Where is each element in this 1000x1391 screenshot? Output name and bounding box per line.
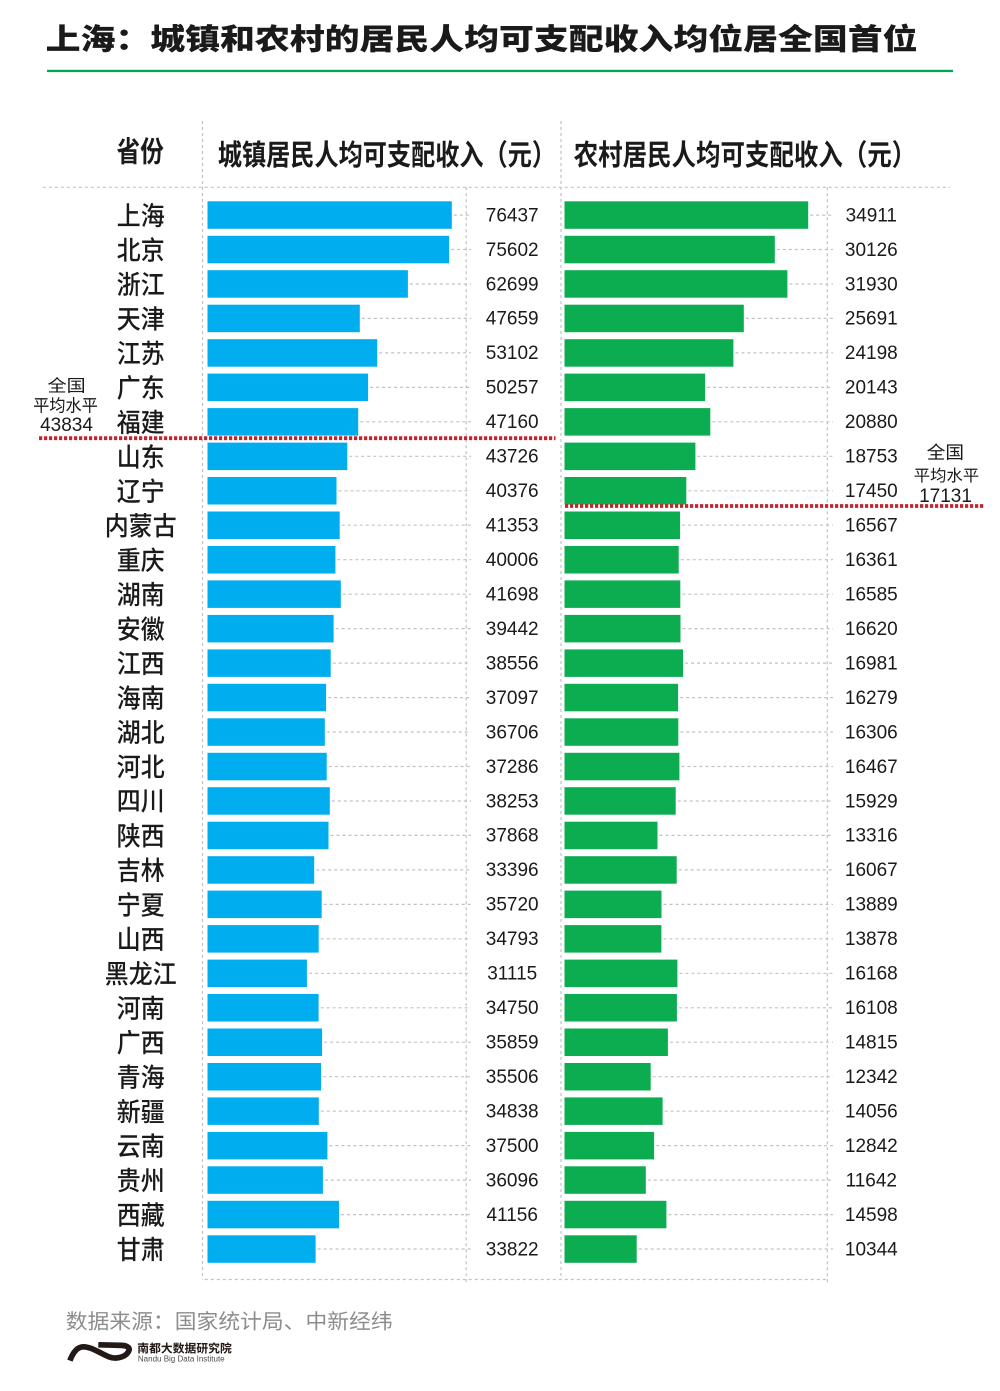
svg-text:14815: 14815 [845,1033,898,1054]
svg-text:40376: 40376 [486,481,539,502]
svg-text:16467: 16467 [845,757,898,778]
svg-text:16067: 16067 [845,860,898,881]
svg-text:41353: 41353 [486,516,539,537]
svg-text:37286: 37286 [486,757,539,778]
svg-text:33396: 33396 [486,860,539,881]
svg-text:30126: 30126 [845,240,898,261]
svg-text:16168: 16168 [845,964,898,985]
svg-text:18753: 18753 [845,447,898,468]
svg-text:76437: 76437 [486,205,539,226]
svg-text:41156: 41156 [486,1205,537,1226]
svg-text:34750: 34750 [486,998,539,1019]
svg-text:25691: 25691 [845,309,898,330]
svg-text:47160: 47160 [486,412,539,433]
svg-text:12842: 12842 [845,1136,898,1157]
svg-text:16361: 16361 [845,550,898,571]
svg-text:62699: 62699 [486,274,539,295]
svg-text:17131: 17131 [919,486,972,507]
svg-text:13889: 13889 [845,895,898,916]
svg-text:16306: 16306 [845,722,898,743]
svg-text:36096: 36096 [486,1170,539,1191]
svg-text:16279: 16279 [845,688,898,709]
svg-text:38556: 38556 [486,653,539,674]
svg-text:13878: 13878 [845,929,898,950]
svg-text:36706: 36706 [486,722,539,743]
svg-text:11642: 11642 [846,1170,897,1191]
svg-text:16585: 16585 [845,585,898,606]
svg-text:41698: 41698 [486,585,539,606]
svg-text:16620: 16620 [845,619,898,640]
svg-text:34911: 34911 [846,205,897,226]
svg-text:Nandu Big Data Institute: Nandu Big Data Institute [138,1354,225,1363]
svg-text:20880: 20880 [845,412,898,433]
svg-text:34793: 34793 [486,929,539,950]
svg-text:31930: 31930 [845,274,898,295]
svg-text:15929: 15929 [845,791,898,812]
svg-text:17450: 17450 [845,481,898,502]
svg-text:33822: 33822 [486,1239,539,1260]
svg-text:37097: 37097 [486,688,539,709]
svg-text:35859: 35859 [486,1033,539,1054]
svg-text:24198: 24198 [845,343,898,364]
svg-text:37868: 37868 [486,826,539,847]
svg-text:16108: 16108 [845,998,898,1019]
svg-text:50257: 50257 [486,378,539,399]
svg-text:14598: 14598 [845,1205,898,1226]
svg-text:40006: 40006 [486,550,539,571]
svg-text:35506: 35506 [486,1067,539,1088]
svg-text:12342: 12342 [845,1067,898,1088]
svg-text:43726: 43726 [486,447,539,468]
svg-text:34838: 34838 [486,1102,539,1123]
svg-text:10344: 10344 [845,1239,898,1260]
svg-text:20143: 20143 [845,378,898,399]
svg-text:39442: 39442 [486,619,539,640]
svg-text:31115: 31115 [487,964,537,985]
svg-text:75602: 75602 [486,240,539,261]
svg-text:13316: 13316 [845,826,898,847]
svg-text:38253: 38253 [486,791,539,812]
svg-text:16981: 16981 [845,653,898,674]
svg-text:37500: 37500 [486,1136,539,1157]
svg-text:16567: 16567 [845,516,898,537]
svg-text:35720: 35720 [486,895,539,916]
svg-text:47659: 47659 [486,309,539,330]
svg-text:14056: 14056 [845,1102,898,1123]
svg-text:53102: 53102 [486,343,539,364]
svg-text:43834: 43834 [40,415,93,436]
